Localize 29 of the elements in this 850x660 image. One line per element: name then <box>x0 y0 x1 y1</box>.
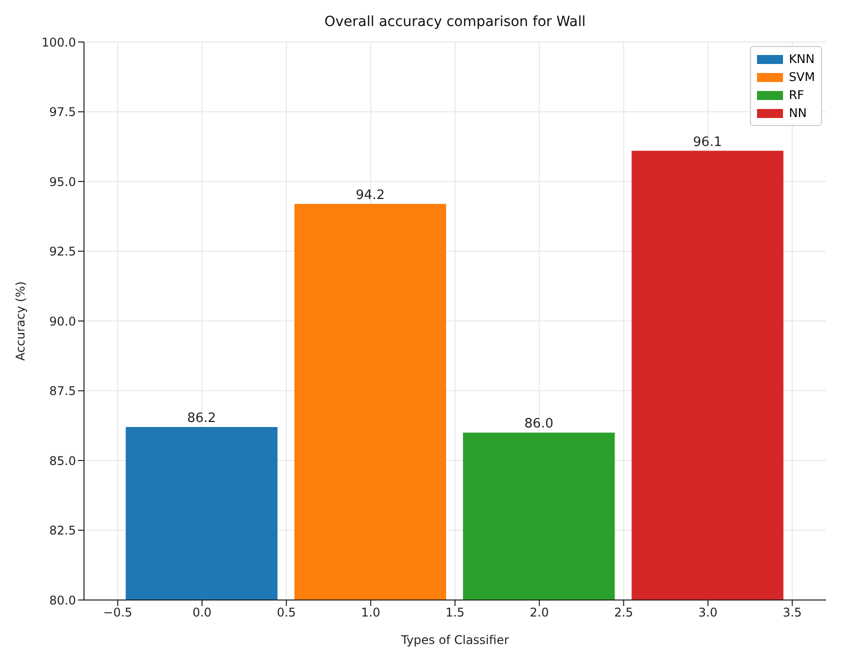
legend-label: NN <box>788 105 807 122</box>
y-tick-label: 95.0 <box>49 174 76 189</box>
y-tick-label: 92.5 <box>49 244 76 259</box>
y-tick-label: 100.0 <box>42 35 76 50</box>
y-tick-label: 90.0 <box>49 314 76 328</box>
x-tick-label: 3.5 <box>782 606 802 620</box>
y-tick-label: 80.0 <box>49 593 76 608</box>
x-tick-label: 0.0 <box>192 606 212 620</box>
data-label: 96.1 <box>693 134 722 150</box>
y-axis-title: Accuracy (%) <box>13 281 28 361</box>
x-tick-label: 1.0 <box>361 606 380 620</box>
data-label: 86.0 <box>524 416 554 432</box>
x-axis-title: Types of Classifier <box>400 633 509 647</box>
data-label: 94.2 <box>356 188 385 203</box>
x-tick-label: 3.0 <box>698 606 718 620</box>
y-tick-label: 87.5 <box>49 384 76 398</box>
y-tick-label: 82.5 <box>49 524 76 538</box>
x-tick-label: 1.5 <box>445 606 465 620</box>
x-tick-label: 2.0 <box>530 606 549 620</box>
legend-label: KNN <box>788 51 815 68</box>
x-tick-label: 2.5 <box>614 606 634 620</box>
x-tick-label: −0.5 <box>103 606 132 620</box>
x-tick-label: 0.5 <box>276 606 296 620</box>
legend-label: SVM <box>788 69 815 86</box>
y-tick-label: 85.0 <box>49 454 76 468</box>
legend-label: RF <box>788 87 804 104</box>
y-tick-label: 97.5 <box>49 105 76 120</box>
data-label: 86.2 <box>187 411 216 426</box>
chart-title: Overall accuracy comparison for Wall <box>323 14 587 30</box>
